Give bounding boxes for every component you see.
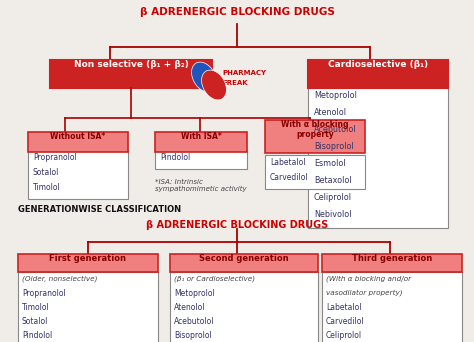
Bar: [155, 132, 247, 152]
Bar: [265, 155, 365, 189]
Text: With α blocking
property: With α blocking property: [281, 120, 349, 140]
Bar: [18, 254, 158, 272]
Text: Acebutolol: Acebutolol: [174, 317, 215, 326]
Bar: [50, 60, 212, 88]
Text: FREAK: FREAK: [222, 80, 247, 86]
Text: Second generation: Second generation: [199, 254, 289, 263]
Bar: [265, 120, 365, 153]
Text: Pindolol: Pindolol: [160, 153, 190, 162]
Text: GENERATIONWISE CLASSIFICATION: GENERATIONWISE CLASSIFICATION: [18, 205, 181, 214]
Text: Metoprolol: Metoprolol: [174, 289, 215, 298]
Text: Betaxolol: Betaxolol: [314, 176, 352, 185]
Bar: [28, 132, 128, 152]
Text: Propranolol: Propranolol: [22, 289, 66, 298]
Text: Timolol: Timolol: [22, 303, 50, 312]
Text: (β₁ or Cardioselective): (β₁ or Cardioselective): [174, 275, 255, 281]
Text: Celiprolol: Celiprolol: [326, 331, 362, 340]
Text: Bisoprolol: Bisoprolol: [174, 331, 212, 340]
Bar: [18, 272, 158, 342]
Text: Labetalol: Labetalol: [326, 303, 362, 312]
Text: Sotalol: Sotalol: [33, 168, 59, 177]
Text: Sotalol: Sotalol: [22, 317, 48, 326]
Text: β ADRENERGIC BLOCKING DRUGS: β ADRENERGIC BLOCKING DRUGS: [146, 220, 328, 230]
Bar: [155, 150, 247, 169]
Text: β ADRENERGIC BLOCKING DRUGS: β ADRENERGIC BLOCKING DRUGS: [139, 7, 335, 17]
Text: (With α blocking and/or: (With α blocking and/or: [326, 275, 411, 281]
Text: Carvedilol: Carvedilol: [326, 317, 365, 326]
Ellipse shape: [201, 70, 227, 100]
Bar: [28, 150, 128, 199]
Text: Carvedilol: Carvedilol: [270, 173, 309, 182]
Bar: [170, 254, 318, 272]
Bar: [308, 88, 448, 228]
Text: Propranolol: Propranolol: [33, 153, 77, 162]
Text: Nebivolol: Nebivolol: [314, 210, 352, 219]
Text: With ISA*: With ISA*: [181, 132, 221, 141]
Text: First generation: First generation: [49, 254, 127, 263]
Bar: [322, 254, 462, 272]
Text: Esmolol: Esmolol: [314, 159, 346, 168]
Text: *ISA: Intrinsic
sympathomimetic activity: *ISA: Intrinsic sympathomimetic activity: [155, 179, 246, 192]
Text: Celiprolol: Celiprolol: [314, 193, 352, 202]
Text: vasodilator property): vasodilator property): [326, 289, 402, 295]
Text: Cardioselective (β₁): Cardioselective (β₁): [328, 60, 428, 69]
Bar: [170, 272, 318, 342]
Text: PHARMACY: PHARMACY: [222, 70, 266, 76]
Text: Without ISA*: Without ISA*: [50, 132, 106, 141]
Text: Metoprolol: Metoprolol: [314, 91, 357, 100]
Bar: [308, 60, 448, 88]
Text: Third generation: Third generation: [352, 254, 432, 263]
Text: Atenolol: Atenolol: [174, 303, 206, 312]
Ellipse shape: [191, 62, 217, 92]
Text: Labetalol: Labetalol: [270, 158, 306, 167]
Text: (Older, nonselective): (Older, nonselective): [22, 275, 98, 281]
Text: Timolol: Timolol: [33, 183, 61, 192]
Bar: [322, 272, 462, 342]
Text: Atenolol: Atenolol: [314, 108, 347, 117]
Text: Pindolol: Pindolol: [22, 331, 52, 340]
Text: Bisoprolol: Bisoprolol: [314, 142, 354, 151]
Text: Non selective (β₁ + β₂): Non selective (β₁ + β₂): [73, 60, 189, 69]
Text: Acebutolol: Acebutolol: [314, 125, 356, 134]
